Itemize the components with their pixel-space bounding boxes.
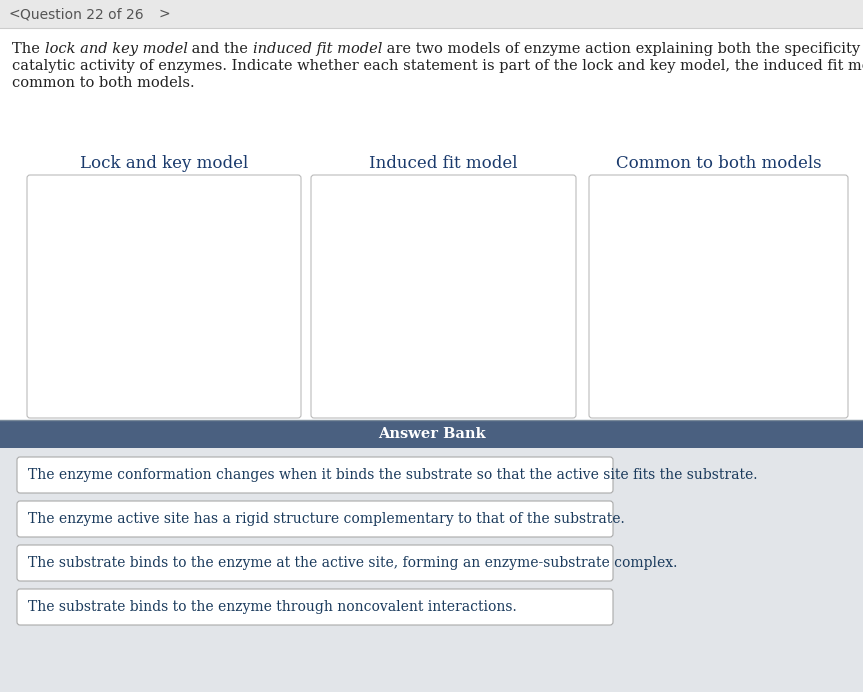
Text: The: The xyxy=(12,42,45,56)
FancyBboxPatch shape xyxy=(17,457,613,493)
Text: Induced fit model: Induced fit model xyxy=(369,154,518,172)
Bar xyxy=(0,420,863,692)
Text: Question 22 of 26: Question 22 of 26 xyxy=(20,7,143,21)
Text: The substrate binds to the enzyme through noncovalent interactions.: The substrate binds to the enzyme throug… xyxy=(28,600,517,614)
Text: >: > xyxy=(158,7,170,21)
Text: are two models of enzyme action explaining both the specificity and the: are two models of enzyme action explaini… xyxy=(382,42,863,56)
Text: Common to both models: Common to both models xyxy=(615,154,822,172)
FancyBboxPatch shape xyxy=(17,589,613,625)
Text: <: < xyxy=(8,7,20,21)
FancyBboxPatch shape xyxy=(17,501,613,537)
Text: induced fit model: induced fit model xyxy=(253,42,382,56)
Text: and the: and the xyxy=(187,42,253,56)
Text: The enzyme conformation changes when it binds the substrate so that the active s: The enzyme conformation changes when it … xyxy=(28,468,758,482)
Bar xyxy=(0,0,863,28)
Text: common to both models.: common to both models. xyxy=(12,76,195,90)
FancyBboxPatch shape xyxy=(589,175,848,418)
Text: The substrate binds to the enzyme at the active site, forming an enzyme-substrat: The substrate binds to the enzyme at the… xyxy=(28,556,677,570)
Text: lock and key model: lock and key model xyxy=(45,42,187,56)
FancyBboxPatch shape xyxy=(311,175,576,418)
FancyBboxPatch shape xyxy=(27,175,301,418)
Bar xyxy=(0,420,863,448)
Text: Lock and key model: Lock and key model xyxy=(80,154,249,172)
Text: Answer Bank: Answer Bank xyxy=(378,427,485,441)
FancyBboxPatch shape xyxy=(17,545,613,581)
Text: The enzyme active site has a rigid structure complementary to that of the substr: The enzyme active site has a rigid struc… xyxy=(28,512,625,526)
Text: catalytic activity of enzymes. Indicate whether each statement is part of the lo: catalytic activity of enzymes. Indicate … xyxy=(12,59,863,73)
